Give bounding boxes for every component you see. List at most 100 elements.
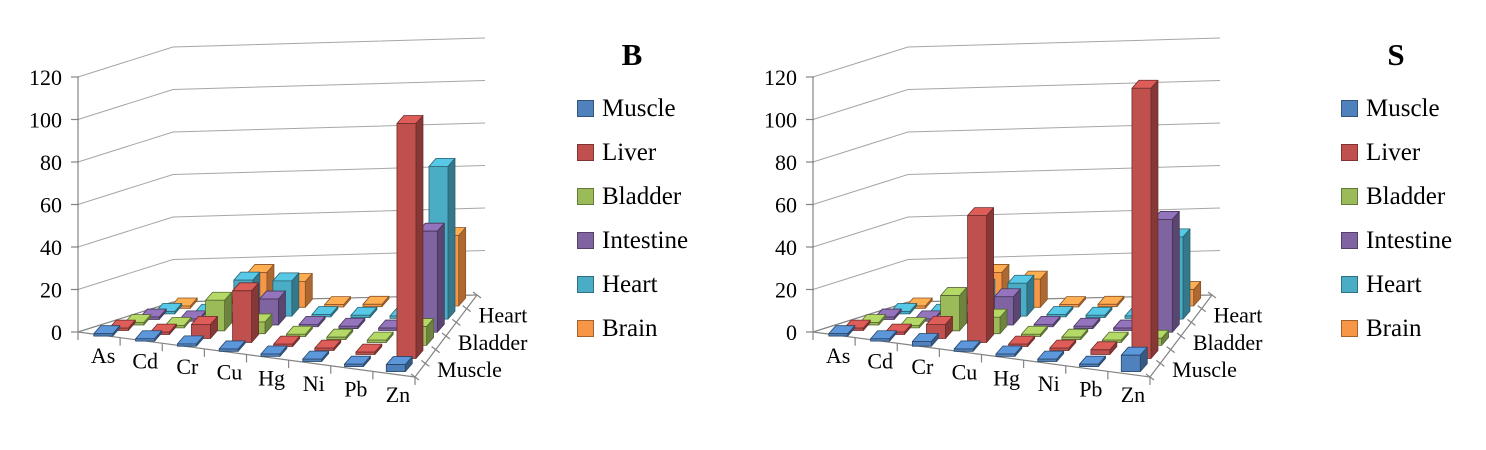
- value-axis-tick-label: 100: [764, 108, 797, 133]
- bar-front-face: [93, 333, 114, 337]
- gridline: [77, 37, 486, 78]
- legend-label-bladder: Bladder: [602, 182, 682, 210]
- bar-front-face: [1049, 347, 1070, 351]
- depth-axis-tick: [1176, 332, 1186, 340]
- legend-item-heart: Heart: [577, 262, 747, 306]
- bar-side-face: [986, 207, 994, 343]
- bar-side-face: [415, 115, 424, 359]
- bar-front-face: [953, 348, 974, 352]
- bar-front-face: [350, 314, 371, 319]
- bar-side-face: [1182, 228, 1191, 320]
- bar-front-face: [326, 336, 347, 340]
- chart-panel-s: 0 20 40 60 80 100 120 As Cd Cr Cu Hg Ni Pb Zn Muscle Bla…: [735, 0, 1486, 450]
- category-tick-label: Hg: [993, 365, 1020, 390]
- legend-item-muscle: Muscle: [1341, 86, 1486, 130]
- legend-label-muscle: Muscle: [1366, 94, 1440, 122]
- gridline: [812, 250, 1221, 290]
- axis-labels: 0 20 40 60 80 100 120 As Cd Cr Cu Hg Ni Pb Zn MuscleBla…: [764, 65, 1263, 407]
- category-tick-label: As: [91, 343, 115, 368]
- depth-axis-tick: [410, 373, 420, 381]
- legend-items-s: Muscle Liver Bladder Intestine Heart Brain: [1341, 86, 1486, 350]
- bar-front-face: [995, 353, 1016, 357]
- category-tick-label: Cu: [952, 360, 978, 385]
- depth-axis-tick: [1155, 359, 1165, 367]
- chart-title-s: S: [1387, 37, 1405, 72]
- chart-title-b: B: [621, 37, 643, 72]
- legend-item-heart: Heart: [1341, 262, 1486, 306]
- bar-side-face: [1171, 211, 1180, 333]
- category-tick-label: Zn: [386, 382, 410, 407]
- category-tick-label: Cu: [217, 360, 243, 385]
- value-axis-tick-label: 120: [764, 65, 797, 90]
- gridlines: [812, 37, 1221, 290]
- series-row-liver: [108, 115, 424, 359]
- depth-axis-tick: [472, 291, 482, 299]
- category-tick-label: Cr: [176, 354, 199, 379]
- bar-front-face: [362, 303, 383, 308]
- legend-label-bladder: Bladder: [1366, 182, 1446, 210]
- legend-item-brain: Brain: [1341, 306, 1486, 350]
- bar-front-face: [218, 348, 239, 352]
- bar-front-face: [378, 327, 398, 331]
- depth-axis-tick-label: Heart: [479, 303, 528, 328]
- gridline: [812, 80, 1221, 120]
- bar-front-face: [1113, 327, 1133, 331]
- legend-swatch-brain: [577, 319, 594, 337]
- depth-axis-tick: [1207, 291, 1217, 299]
- depth-axis-tick: [1145, 373, 1155, 381]
- depth-axis-tick-label: Muscle: [1172, 357, 1237, 382]
- value-axis-tick-label: 0: [786, 320, 797, 345]
- depth-axis-tick-label: Heart: [1214, 303, 1263, 328]
- value-axis-tick-label: 60: [40, 193, 62, 218]
- plot-area-edges: [71, 76, 482, 385]
- depth-axis-tick: [431, 346, 441, 354]
- legend-s: S Muscle Liver Bladder Intestine Heart Brain: [1341, 34, 1486, 350]
- gridline: [812, 207, 1221, 248]
- legend-swatch-liver: [577, 143, 594, 161]
- legend-label-intestine: Intestine: [1366, 226, 1453, 254]
- legend-swatch-bladder: [1341, 187, 1358, 205]
- bar-front-face: [828, 333, 849, 337]
- value-axis-tick-label: 40: [775, 235, 797, 260]
- series-row-muscle: [828, 325, 1148, 373]
- depth-axis-tick-label: Bladder: [1193, 330, 1263, 355]
- legend-label-liver: Liver: [602, 138, 657, 166]
- bar-side-face: [1150, 79, 1159, 359]
- legend-swatch-muscle: [1341, 99, 1358, 117]
- bar-front-face: [967, 215, 987, 343]
- legend-swatch-bladder: [577, 187, 594, 205]
- value-axis-tick-label: 60: [775, 193, 797, 218]
- bar-front-face: [1131, 87, 1152, 359]
- depth-axis-tick-label: Muscle: [437, 357, 502, 382]
- category-tick-label: As: [826, 343, 850, 368]
- value-axis-tick-label: 120: [29, 65, 62, 90]
- legend-item-bladder: Bladder: [577, 174, 747, 218]
- bar-front-face: [1061, 336, 1082, 340]
- bar-side-face: [447, 157, 456, 320]
- floor-left-edge: [77, 301, 174, 333]
- depth-axis-tick: [462, 305, 472, 313]
- legend-label-heart: Heart: [1366, 270, 1422, 298]
- gridline: [812, 122, 1221, 163]
- bar-front-face: [870, 338, 890, 342]
- gridline: [812, 37, 1221, 78]
- legend-label-heart: Heart: [602, 270, 658, 298]
- bar-front-face: [1120, 354, 1141, 373]
- legend-label-brain: Brain: [602, 314, 658, 342]
- floor-left-edge: [812, 301, 909, 333]
- bar-front-face: [314, 347, 335, 351]
- bars-layer: [828, 79, 1202, 373]
- legend-swatch-liver: [1341, 143, 1358, 161]
- category-tick-label: Zn: [1121, 382, 1145, 407]
- depth-axis-tick: [451, 318, 461, 326]
- bar-front-face: [1079, 363, 1099, 367]
- legend-item-bladder: Bladder: [1341, 174, 1486, 218]
- depth-axis-tick: [1197, 305, 1207, 313]
- chart-panel-b: 0 20 40 60 80 100 120 As Cd Cr Cu Hg Ni Pb Zn Muscle Bla…: [0, 0, 735, 450]
- bar-front-face: [176, 343, 197, 347]
- legend-item-brain: Brain: [577, 306, 747, 350]
- category-tick-label: Pb: [1079, 377, 1102, 402]
- bars-layer: [93, 115, 467, 373]
- legend-swatch-brain: [1341, 319, 1358, 337]
